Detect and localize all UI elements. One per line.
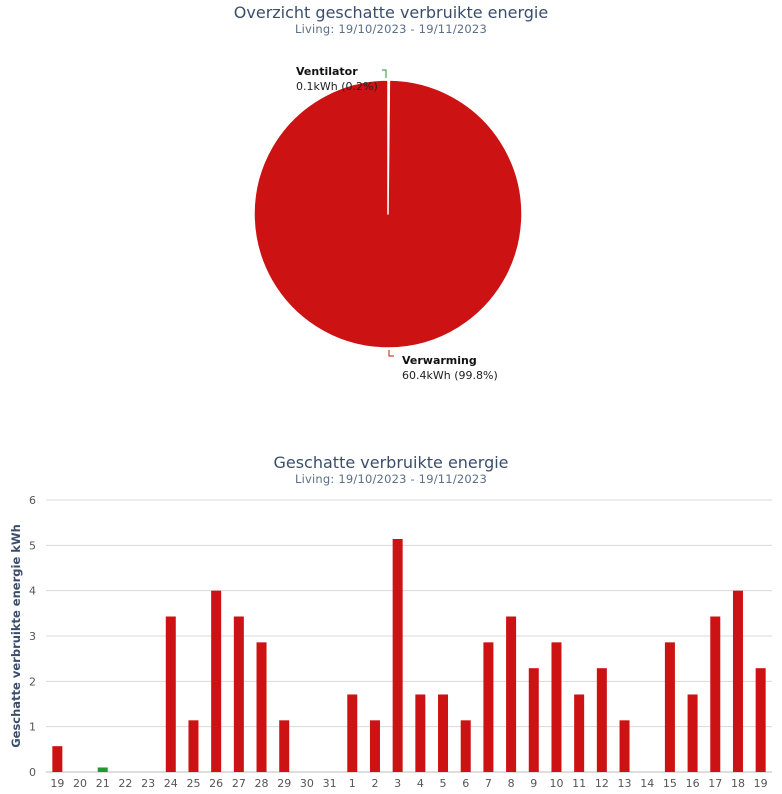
y-tick-label: 0 bbox=[29, 766, 36, 779]
x-tick-label: 25 bbox=[186, 777, 200, 790]
bar bbox=[52, 746, 63, 772]
x-tick-label: 6 bbox=[462, 777, 469, 790]
x-tick-label: 28 bbox=[255, 777, 269, 790]
bar bbox=[347, 694, 358, 772]
pie-connector-verwarming bbox=[388, 350, 394, 357]
x-tick-label: 22 bbox=[118, 777, 132, 790]
bar bbox=[574, 694, 585, 772]
y-tick-label: 5 bbox=[29, 539, 36, 552]
pie-label-ventilator-value: 0.1kWh (0.2%) bbox=[296, 80, 378, 93]
x-tick-label: 29 bbox=[277, 777, 291, 790]
x-tick-label: 23 bbox=[141, 777, 155, 790]
x-tick-label: 3 bbox=[394, 777, 401, 790]
x-tick-label: 14 bbox=[640, 777, 654, 790]
bar bbox=[188, 720, 199, 772]
x-tick-label: 12 bbox=[595, 777, 609, 790]
bar bbox=[256, 642, 267, 772]
x-tick-label: 19 bbox=[754, 777, 768, 790]
bar bbox=[483, 642, 494, 772]
bar bbox=[415, 694, 426, 772]
x-tick-label: 19 bbox=[50, 777, 64, 790]
bar bbox=[233, 616, 244, 772]
y-tick-label: 3 bbox=[29, 630, 36, 643]
bar bbox=[551, 642, 562, 772]
x-tick-label: 9 bbox=[530, 777, 537, 790]
bar bbox=[165, 616, 176, 772]
bar bbox=[528, 668, 539, 772]
y-tick-label: 1 bbox=[29, 721, 36, 734]
pie-chart-title: Overzicht geschatte verbruikte energie bbox=[233, 3, 549, 22]
bar bbox=[664, 642, 675, 772]
x-tick-label: 7 bbox=[485, 777, 492, 790]
pie-chart: Ventilator 0.1kWh (0.2%) Verwarming 60.4kWh… bbox=[253, 65, 523, 382]
bar bbox=[710, 616, 721, 772]
x-tick-label: 16 bbox=[686, 777, 700, 790]
pie-slice-verwarming bbox=[253, 79, 523, 349]
x-tick-label: 1 bbox=[349, 777, 356, 790]
x-tick-label: 15 bbox=[663, 777, 677, 790]
bar bbox=[392, 538, 403, 772]
y-tick-label: 2 bbox=[29, 675, 36, 688]
bar bbox=[279, 720, 290, 772]
bar bbox=[596, 668, 607, 772]
x-tick-label: 8 bbox=[508, 777, 515, 790]
y-tick-label: 4 bbox=[29, 585, 36, 598]
pie-label-verwarming-value: 60.4kWh (99.8%) bbox=[402, 369, 498, 382]
x-tick-label: 4 bbox=[417, 777, 424, 790]
x-tick-label: 30 bbox=[300, 777, 314, 790]
bar bbox=[97, 767, 108, 772]
x-tick-label: 17 bbox=[708, 777, 722, 790]
pie-connector-ventilator bbox=[382, 69, 387, 78]
x-tick-label: 24 bbox=[164, 777, 178, 790]
x-tick-label: 20 bbox=[73, 777, 87, 790]
x-tick-label: 27 bbox=[232, 777, 246, 790]
pie-chart-subtitle: Living: 19/10/2023 - 19/11/2023 bbox=[295, 22, 487, 36]
bar bbox=[755, 668, 766, 772]
x-tick-label: 13 bbox=[618, 777, 632, 790]
bar bbox=[506, 616, 517, 772]
pie-label-ventilator-name: Ventilator bbox=[296, 65, 358, 78]
bar-chart-subtitle: Living: 19/10/2023 - 19/11/2023 bbox=[295, 472, 487, 486]
y-axis-title: Geschatte verbruikte energie kWh bbox=[9, 524, 23, 748]
bar bbox=[211, 590, 222, 772]
bar bbox=[687, 694, 698, 772]
x-tick-label: 5 bbox=[440, 777, 447, 790]
bar-chart-title: Geschatte verbruikte energie bbox=[273, 453, 509, 472]
bar bbox=[369, 720, 380, 772]
pie-label-verwarming-name: Verwarming bbox=[402, 354, 477, 367]
bar bbox=[732, 590, 743, 772]
x-tick-label: 18 bbox=[731, 777, 745, 790]
x-tick-label: 11 bbox=[572, 777, 586, 790]
x-tick-label: 10 bbox=[549, 777, 563, 790]
x-tick-label: 26 bbox=[209, 777, 223, 790]
x-tick-label: 31 bbox=[323, 777, 337, 790]
x-tick-label: 21 bbox=[96, 777, 110, 790]
bar bbox=[619, 720, 630, 772]
bar bbox=[438, 694, 449, 772]
bar bbox=[460, 720, 471, 772]
y-tick-label: 6 bbox=[29, 494, 36, 507]
x-tick-label: 2 bbox=[371, 777, 378, 790]
